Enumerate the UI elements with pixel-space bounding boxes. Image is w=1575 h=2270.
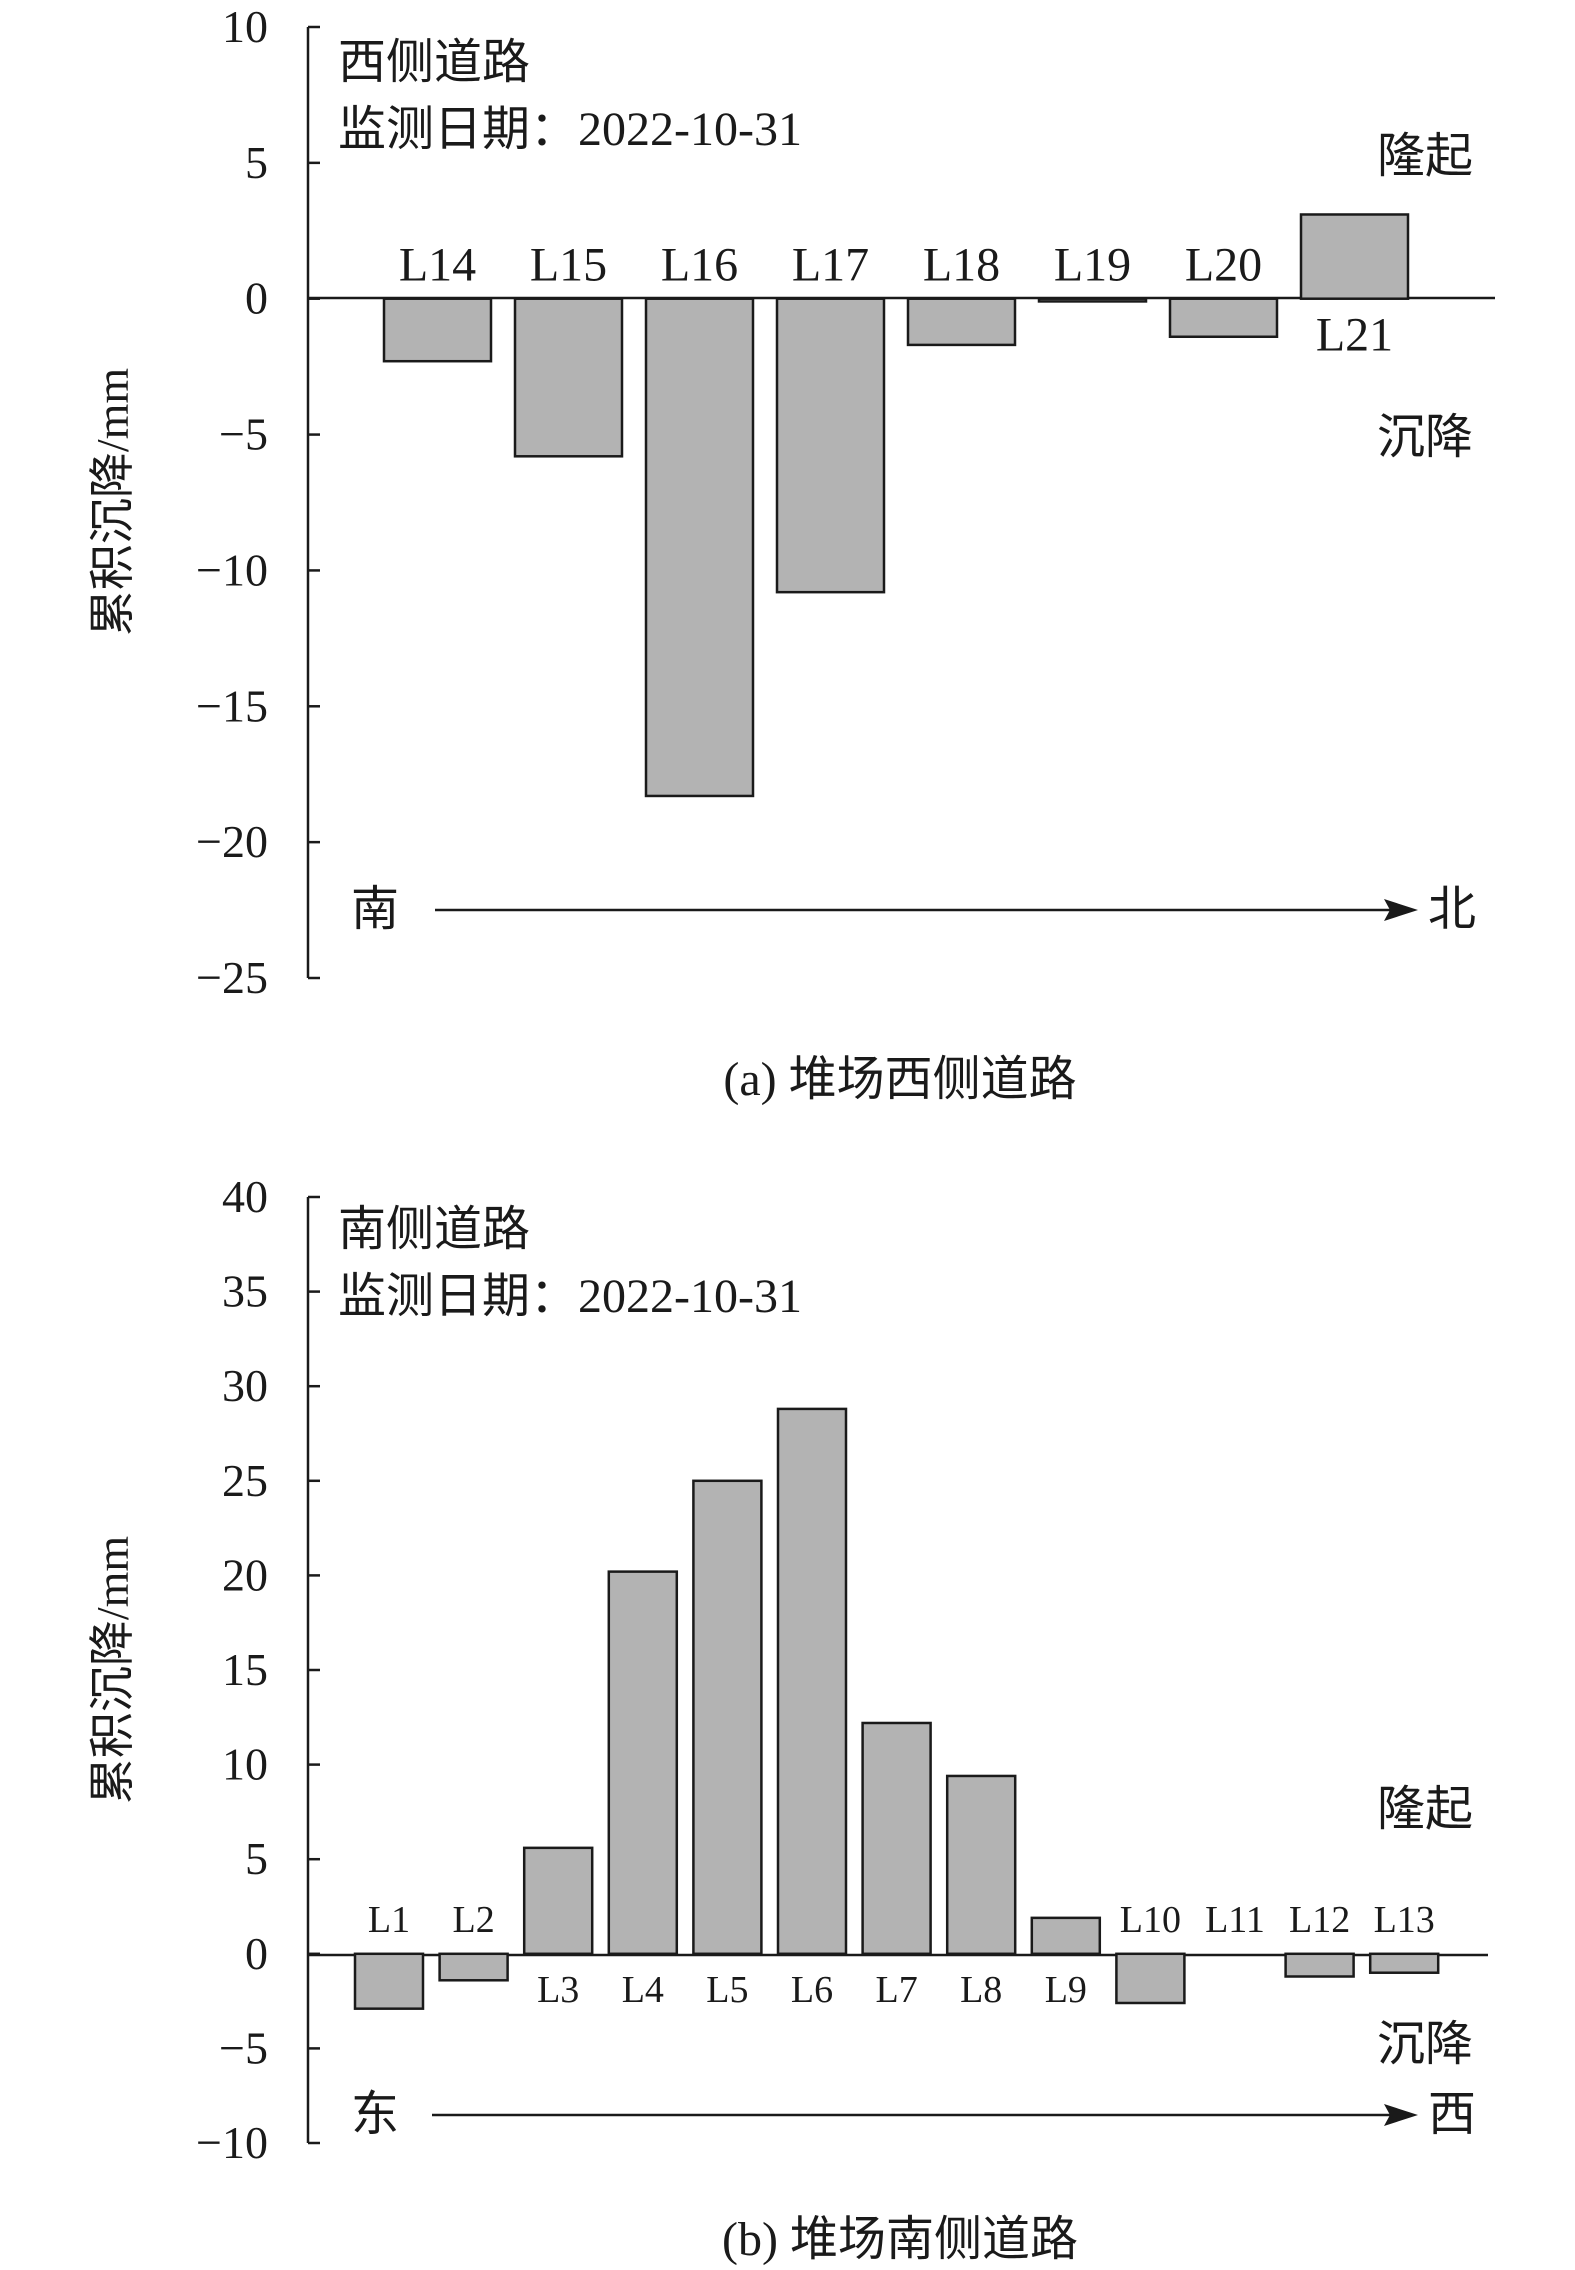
y-ticks: 10 5 0 −5 −10 −15 −20 −25 bbox=[196, 1, 320, 1003]
y-tick-label: 35 bbox=[222, 1266, 268, 1317]
y-tick-label: −15 bbox=[196, 680, 268, 731]
bar-L14 bbox=[382, 297, 493, 363]
bar-L15 bbox=[513, 297, 624, 458]
monitor-date: 监测日期：2022-10-31 bbox=[338, 1270, 802, 1323]
y-tick-label: −5 bbox=[219, 409, 268, 460]
y-tick-label: 5 bbox=[245, 1833, 268, 1884]
direction-to: 北 bbox=[1428, 883, 1476, 936]
y-tick-label: 25 bbox=[222, 1455, 268, 1506]
bar-L21 bbox=[1299, 213, 1410, 300]
settlement-label: 沉降 bbox=[1377, 411, 1473, 464]
bar-label-L15: L15 bbox=[530, 239, 607, 292]
bar-label-L3: L3 bbox=[537, 1969, 579, 2011]
bar-label-L7: L7 bbox=[875, 1969, 917, 2011]
bar-label-L8: L8 bbox=[960, 1969, 1002, 2011]
arrow-head bbox=[1384, 899, 1418, 921]
bar-L6 bbox=[776, 1407, 848, 1956]
bar-labels: L1 L2 L3 L4 L5 L6 L7 L8 L9 L10 L11 L12 L13 bbox=[368, 1899, 1435, 2011]
bar-label-L18: L18 bbox=[923, 239, 1000, 292]
bar-label-L5: L5 bbox=[706, 1969, 748, 2011]
y-tick-label: −10 bbox=[196, 544, 268, 595]
bar-label-L17: L17 bbox=[792, 239, 869, 292]
bar-label-L20: L20 bbox=[1185, 239, 1262, 292]
y-tick-label: 10 bbox=[222, 1, 268, 52]
road-name: 南侧道路 bbox=[338, 1203, 530, 1256]
bar-L4 bbox=[607, 1570, 679, 1956]
bar-L3 bbox=[522, 1846, 594, 1956]
bar-label-L21: L21 bbox=[1316, 309, 1393, 362]
y-tick-label: 15 bbox=[222, 1644, 268, 1695]
direction-arrow: 南 北 bbox=[351, 883, 1476, 936]
y-ticks: 40 35 30 25 20 15 10 5 0 −5 −10 bbox=[196, 1171, 320, 2168]
caption: (b) 堆场南侧道路 bbox=[722, 2213, 1078, 2266]
bar-L20 bbox=[1168, 297, 1279, 339]
direction-from: 南 bbox=[351, 883, 399, 936]
bar-L18 bbox=[906, 297, 1017, 347]
y-axis-label: 累积沉降/mm bbox=[87, 1536, 138, 1805]
bar-label-L2: L2 bbox=[452, 1899, 494, 1941]
bar-labels: L14 L15 L16 L17 L18 L19 L20 L21 bbox=[399, 239, 1393, 362]
bar-label-L6: L6 bbox=[791, 1969, 833, 2011]
y-tick-label: 10 bbox=[222, 1739, 268, 1790]
bar-label-L14: L14 bbox=[399, 239, 476, 292]
bars bbox=[382, 213, 1410, 798]
bar-L1 bbox=[353, 1952, 425, 2010]
bar-label-L16: L16 bbox=[661, 239, 738, 292]
y-tick-label: −10 bbox=[196, 2117, 268, 2168]
y-tick-label: −5 bbox=[219, 2022, 268, 2073]
bar-L9 bbox=[1030, 1916, 1102, 1956]
bar-label-L11: L11 bbox=[1205, 1899, 1265, 1941]
chart-west-road: 10 5 0 −5 −10 −15 −20 −25 L14 L15 L16 L17 L18 L19 L20… bbox=[87, 1, 1495, 1106]
bar-L8 bbox=[945, 1774, 1017, 1956]
bar-label-L12: L12 bbox=[1289, 1899, 1350, 1941]
y-tick-label: 20 bbox=[222, 1549, 268, 1600]
settlement-label: 沉降 bbox=[1377, 2018, 1473, 2071]
uplift-label: 隆起 bbox=[1377, 130, 1473, 183]
uplift-label: 隆起 bbox=[1377, 1783, 1473, 1836]
bar-label-L19: L19 bbox=[1054, 239, 1131, 292]
bar-L10 bbox=[1115, 1952, 1186, 2005]
direction-arrow: 东 西 bbox=[351, 2088, 1476, 2141]
direction-to: 西 bbox=[1428, 2088, 1476, 2141]
bar-label-L9: L9 bbox=[1045, 1969, 1087, 2011]
road-name: 西侧道路 bbox=[338, 36, 530, 89]
caption: (a) 堆场西侧道路 bbox=[723, 1053, 1076, 1106]
y-axis-label: 累积沉降/mm bbox=[87, 368, 138, 637]
y-tick-label: 0 bbox=[245, 1928, 268, 1979]
bar-L13 bbox=[1368, 1952, 1440, 1974]
y-tick-label: −20 bbox=[196, 816, 268, 867]
y-tick-label: −25 bbox=[196, 952, 268, 1003]
direction-from: 东 bbox=[351, 2088, 399, 2141]
y-tick-label: 5 bbox=[245, 137, 268, 188]
monitor-date: 监测日期：2022-10-31 bbox=[338, 103, 802, 156]
bar-L16 bbox=[644, 297, 755, 798]
bar-L7 bbox=[861, 1721, 932, 1956]
y-tick-label: 40 bbox=[222, 1171, 268, 1222]
bar-label-L10: L10 bbox=[1120, 1899, 1181, 1941]
bar-label-L1: L1 bbox=[368, 1899, 410, 1941]
arrow-head bbox=[1384, 2104, 1418, 2126]
bar-L19 bbox=[1037, 297, 1148, 303]
bars bbox=[353, 1407, 1440, 2010]
bar-L17 bbox=[775, 297, 886, 594]
bar-label-L13: L13 bbox=[1374, 1899, 1435, 1941]
chart-south-road: 40 35 30 25 20 15 10 5 0 −5 −10 L1 L2 L3 L4 L5 L6 L7 L8 L9… bbox=[87, 1171, 1488, 2266]
bar-L2 bbox=[438, 1952, 509, 1982]
bar-L5 bbox=[692, 1479, 763, 1956]
y-tick-label: 0 bbox=[245, 273, 268, 324]
bar-label-L4: L4 bbox=[622, 1969, 664, 2011]
bar-L12 bbox=[1284, 1952, 1355, 1978]
y-tick-label: 30 bbox=[222, 1360, 268, 1411]
